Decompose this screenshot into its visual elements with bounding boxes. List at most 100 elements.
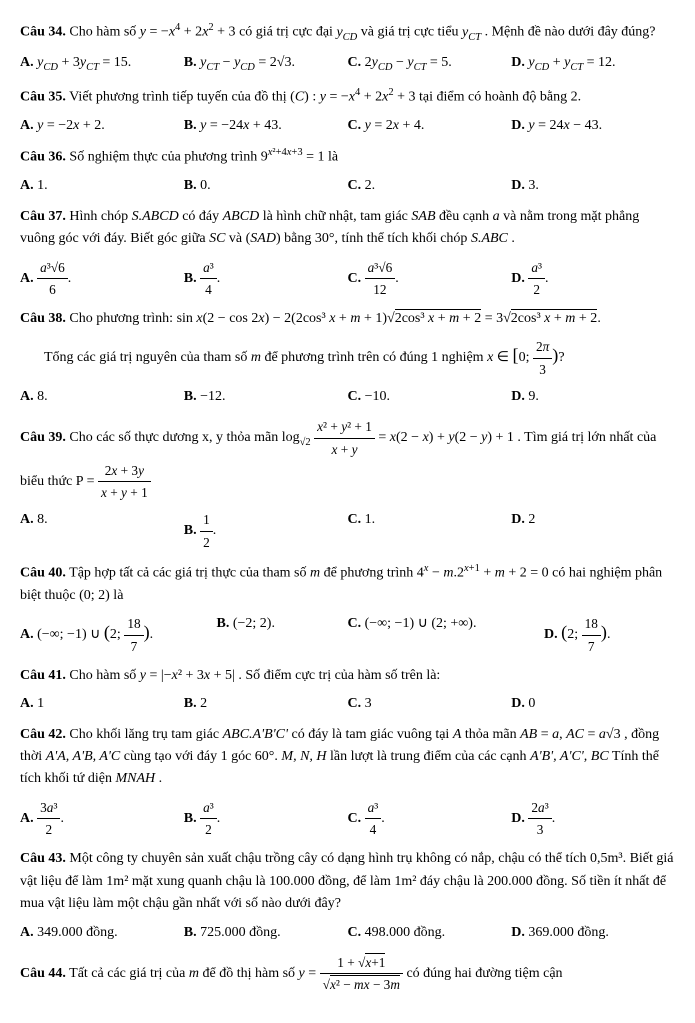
text: tại điểm có hoành độ bằng 2. [419, 90, 581, 105]
option-a: A. a³√66. [20, 257, 184, 301]
text: để đồ thị hàm số [202, 966, 298, 981]
option-a: A. 3a³2. [20, 797, 184, 841]
question-label: Câu 37. [20, 209, 66, 224]
text: có đáy [182, 209, 222, 224]
text: . [511, 231, 515, 246]
question-label: Câu 44. [20, 966, 66, 981]
text: là hình chữ nhật, tam giác [263, 209, 412, 224]
question-39: Câu 39. Cho các số thực dương x, y thỏa … [20, 416, 675, 553]
question-label: Câu 41. [20, 668, 66, 683]
text: Cho phương trình: [69, 311, 176, 326]
options: A. (−∞; −1) ∪ (2; 187). B. (−2; 2). C. (… [20, 613, 675, 657]
question-label: Câu 43. [20, 851, 66, 866]
options: A. 3a³2. B. a³2. C. a³4. D. 2a³3. [20, 797, 675, 841]
question-text: Câu 40. Tập hợp tất cả các giá trị thực … [20, 561, 675, 607]
text: Tất cả các giá trị của [69, 966, 189, 981]
option-c: C. 3 [348, 693, 512, 715]
question-label: Câu 39. [20, 430, 66, 445]
question-label: Câu 36. [20, 150, 66, 165]
question-text: Câu 38. Cho phương trình: sin x(2 − cos … [20, 308, 675, 330]
text: Cho hàm số [69, 25, 139, 40]
options: A. y = −2x + 2. B. y = −24x + 43. C. y =… [20, 115, 675, 137]
question-text: Câu 42. Cho khối lăng trụ tam giác ABC.A… [20, 724, 675, 791]
options: A. 8. B. −12. C. −10. D. 9. [20, 386, 675, 408]
question-text: Câu 34. Cho hàm số y = −x4 + 2x2 + 3 có … [20, 20, 675, 46]
option-a: A. 1. [20, 175, 184, 197]
option-d: D. a³2. [511, 257, 675, 301]
option-d: D. yCD + yCT = 12. [511, 52, 675, 77]
text: Viết phương trình tiếp tuyến của đồ thị [69, 90, 290, 105]
text: lần lượt là trung điểm của các cạnh [330, 749, 530, 764]
question-40: Câu 40. Tập hợp tất cả các giá trị thực … [20, 561, 675, 657]
options: A. yCD + 3yCT = 15. B. yCT − yCD = 2√3. … [20, 52, 675, 77]
option-c: C. 1. [348, 509, 512, 553]
option-b: B. y = −24x + 43. [184, 115, 348, 137]
option-a: A. (−∞; −1) ∪ (2; 187). [20, 613, 217, 657]
text: có đáy là tam giác vuông tại [291, 727, 452, 742]
question-36: Câu 36. Số nghiệm thực của phương trình … [20, 145, 675, 197]
text: Số nghiệm thực của phương trình [69, 150, 260, 165]
option-b: B. −12. [184, 386, 348, 408]
text: . [159, 771, 163, 786]
text: Tổng các giá trị nguyên của tham số [44, 350, 251, 365]
option-a: A. 1 [20, 693, 184, 715]
question-43: Câu 43. Một công ty chuyên sản xuất chậu… [20, 848, 675, 944]
text: và [229, 231, 246, 246]
text: Cho hàm số [69, 668, 139, 683]
text: có đúng hai đường tiệm cận [406, 966, 562, 981]
question-text: Câu 41. Cho hàm số y = |−x² + 3x + 5| . … [20, 665, 675, 687]
question-35: Câu 35. Viết phương trình tiếp tuyến của… [20, 85, 675, 137]
text: . Mệnh đề nào dưới đây đúng? [485, 25, 656, 40]
text: cùng tạo với đáy 1 góc 60°. [124, 749, 282, 764]
options: A. 1 B. 2 C. 3 D. 0 [20, 693, 675, 715]
text: để phương trình [324, 566, 417, 581]
question-sub: Tổng các giá trị nguyên của tham số m để… [44, 336, 675, 380]
option-c: C. a³√612. [348, 257, 512, 301]
question-text: Câu 39. Cho các số thực dương x, y thỏa … [20, 416, 675, 503]
question-label: Câu 42. [20, 727, 66, 742]
text: là [328, 150, 338, 165]
option-c: C. −10. [348, 386, 512, 408]
option-c: C. (−∞; −1) ∪ (2; +∞). [348, 613, 545, 657]
question-text: Câu 35. Viết phương trình tiếp tuyến của… [20, 85, 675, 109]
option-c: C. 2yCD − yCT = 5. [348, 52, 512, 77]
question-text: Câu 43. Một công ty chuyên sản xuất chậu… [20, 848, 675, 915]
text: bằng 30°, tính thể tích khối chóp [284, 231, 471, 246]
option-b: B. (−2; 2). [217, 613, 348, 657]
option-d: D. 0 [511, 693, 675, 715]
option-a: A. 8. [20, 386, 184, 408]
option-b: B. 2 [184, 693, 348, 715]
option-d: D. 3. [511, 175, 675, 197]
option-a: A. y = −2x + 2. [20, 115, 184, 137]
option-b: B. a³2. [184, 797, 348, 841]
option-c: C. a³4. [348, 797, 512, 841]
question-34: Câu 34. Cho hàm số y = −x4 + 2x2 + 3 có … [20, 20, 675, 77]
option-d: D. y = 24x − 43. [511, 115, 675, 137]
option-b: B. 0. [184, 175, 348, 197]
text: để phương trình trên có đúng 1 nghiệm [264, 350, 487, 365]
question-text: Câu 44. Tất cả các giá trị của m để đồ t… [20, 952, 675, 996]
option-c: C. 2. [348, 175, 512, 197]
text: . Số điểm cực trị của hàm số trên là: [238, 668, 440, 683]
text: Cho các số thực dương x, y thỏa mãn [69, 430, 281, 445]
option-b: B. a³4. [184, 257, 348, 301]
option-d: D. 9. [511, 386, 675, 408]
question-text: Câu 37. Hình chóp S.ABCD có đáy ABCD là … [20, 206, 675, 251]
option-c: C. y = 2x + 4. [348, 115, 512, 137]
text: Cho khối lăng trụ tam giác [69, 727, 222, 742]
question-label: Câu 34. [20, 25, 66, 40]
text: đều cạnh [439, 209, 493, 224]
question-label: Câu 38. [20, 311, 66, 326]
question-label: Câu 40. [20, 566, 66, 581]
text: Một công ty chuyên sản xuất chậu trồng c… [20, 851, 674, 911]
question-41: Câu 41. Cho hàm số y = |−x² + 3x + 5| . … [20, 665, 675, 716]
option-b: B. 12. [184, 509, 348, 553]
question-44: Câu 44. Tất cả các giá trị của m để đồ t… [20, 952, 675, 996]
option-a: A. yCD + 3yCT = 15. [20, 52, 184, 77]
text: Hình chóp [69, 209, 131, 224]
option-d: D. (2; 187). [544, 613, 675, 657]
question-38: Câu 38. Cho phương trình: sin x(2 − cos … [20, 308, 675, 408]
option-d: D. 2 [511, 509, 675, 553]
question-label: Câu 35. [20, 90, 66, 105]
question-text: Câu 36. Số nghiệm thực của phương trình … [20, 145, 675, 169]
